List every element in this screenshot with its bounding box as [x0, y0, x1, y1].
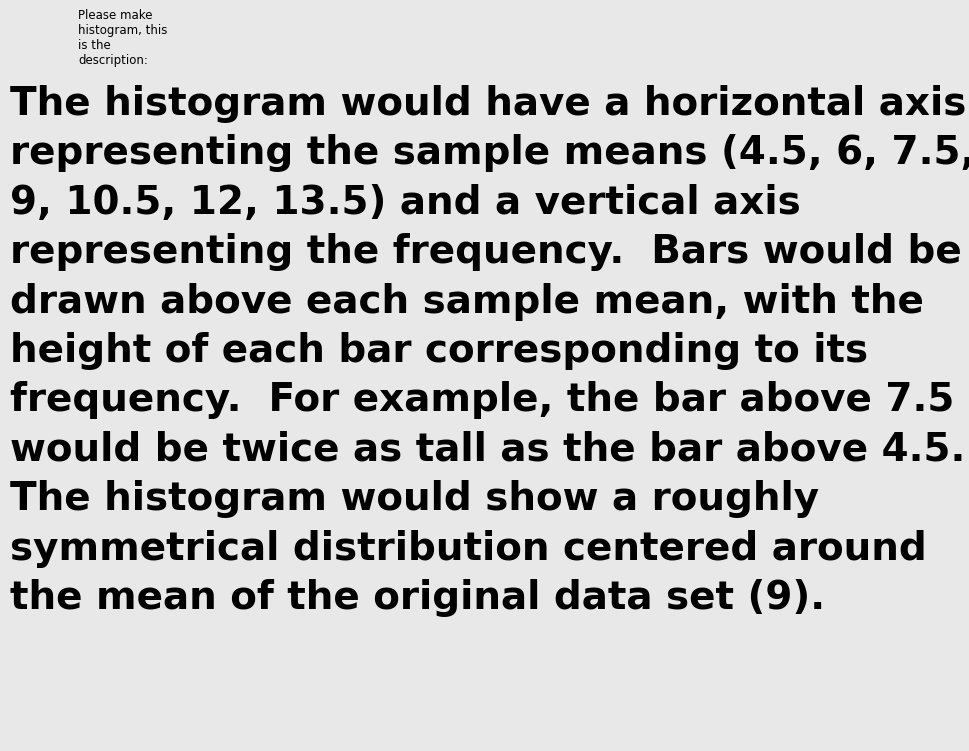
Text: Please make
histogram, this
is the
description:: Please make histogram, this is the descr…	[78, 9, 168, 67]
Text: The histogram would have a horizontal axis
representing the sample means (4.5, 6: The histogram would have a horizontal ax…	[10, 85, 969, 617]
